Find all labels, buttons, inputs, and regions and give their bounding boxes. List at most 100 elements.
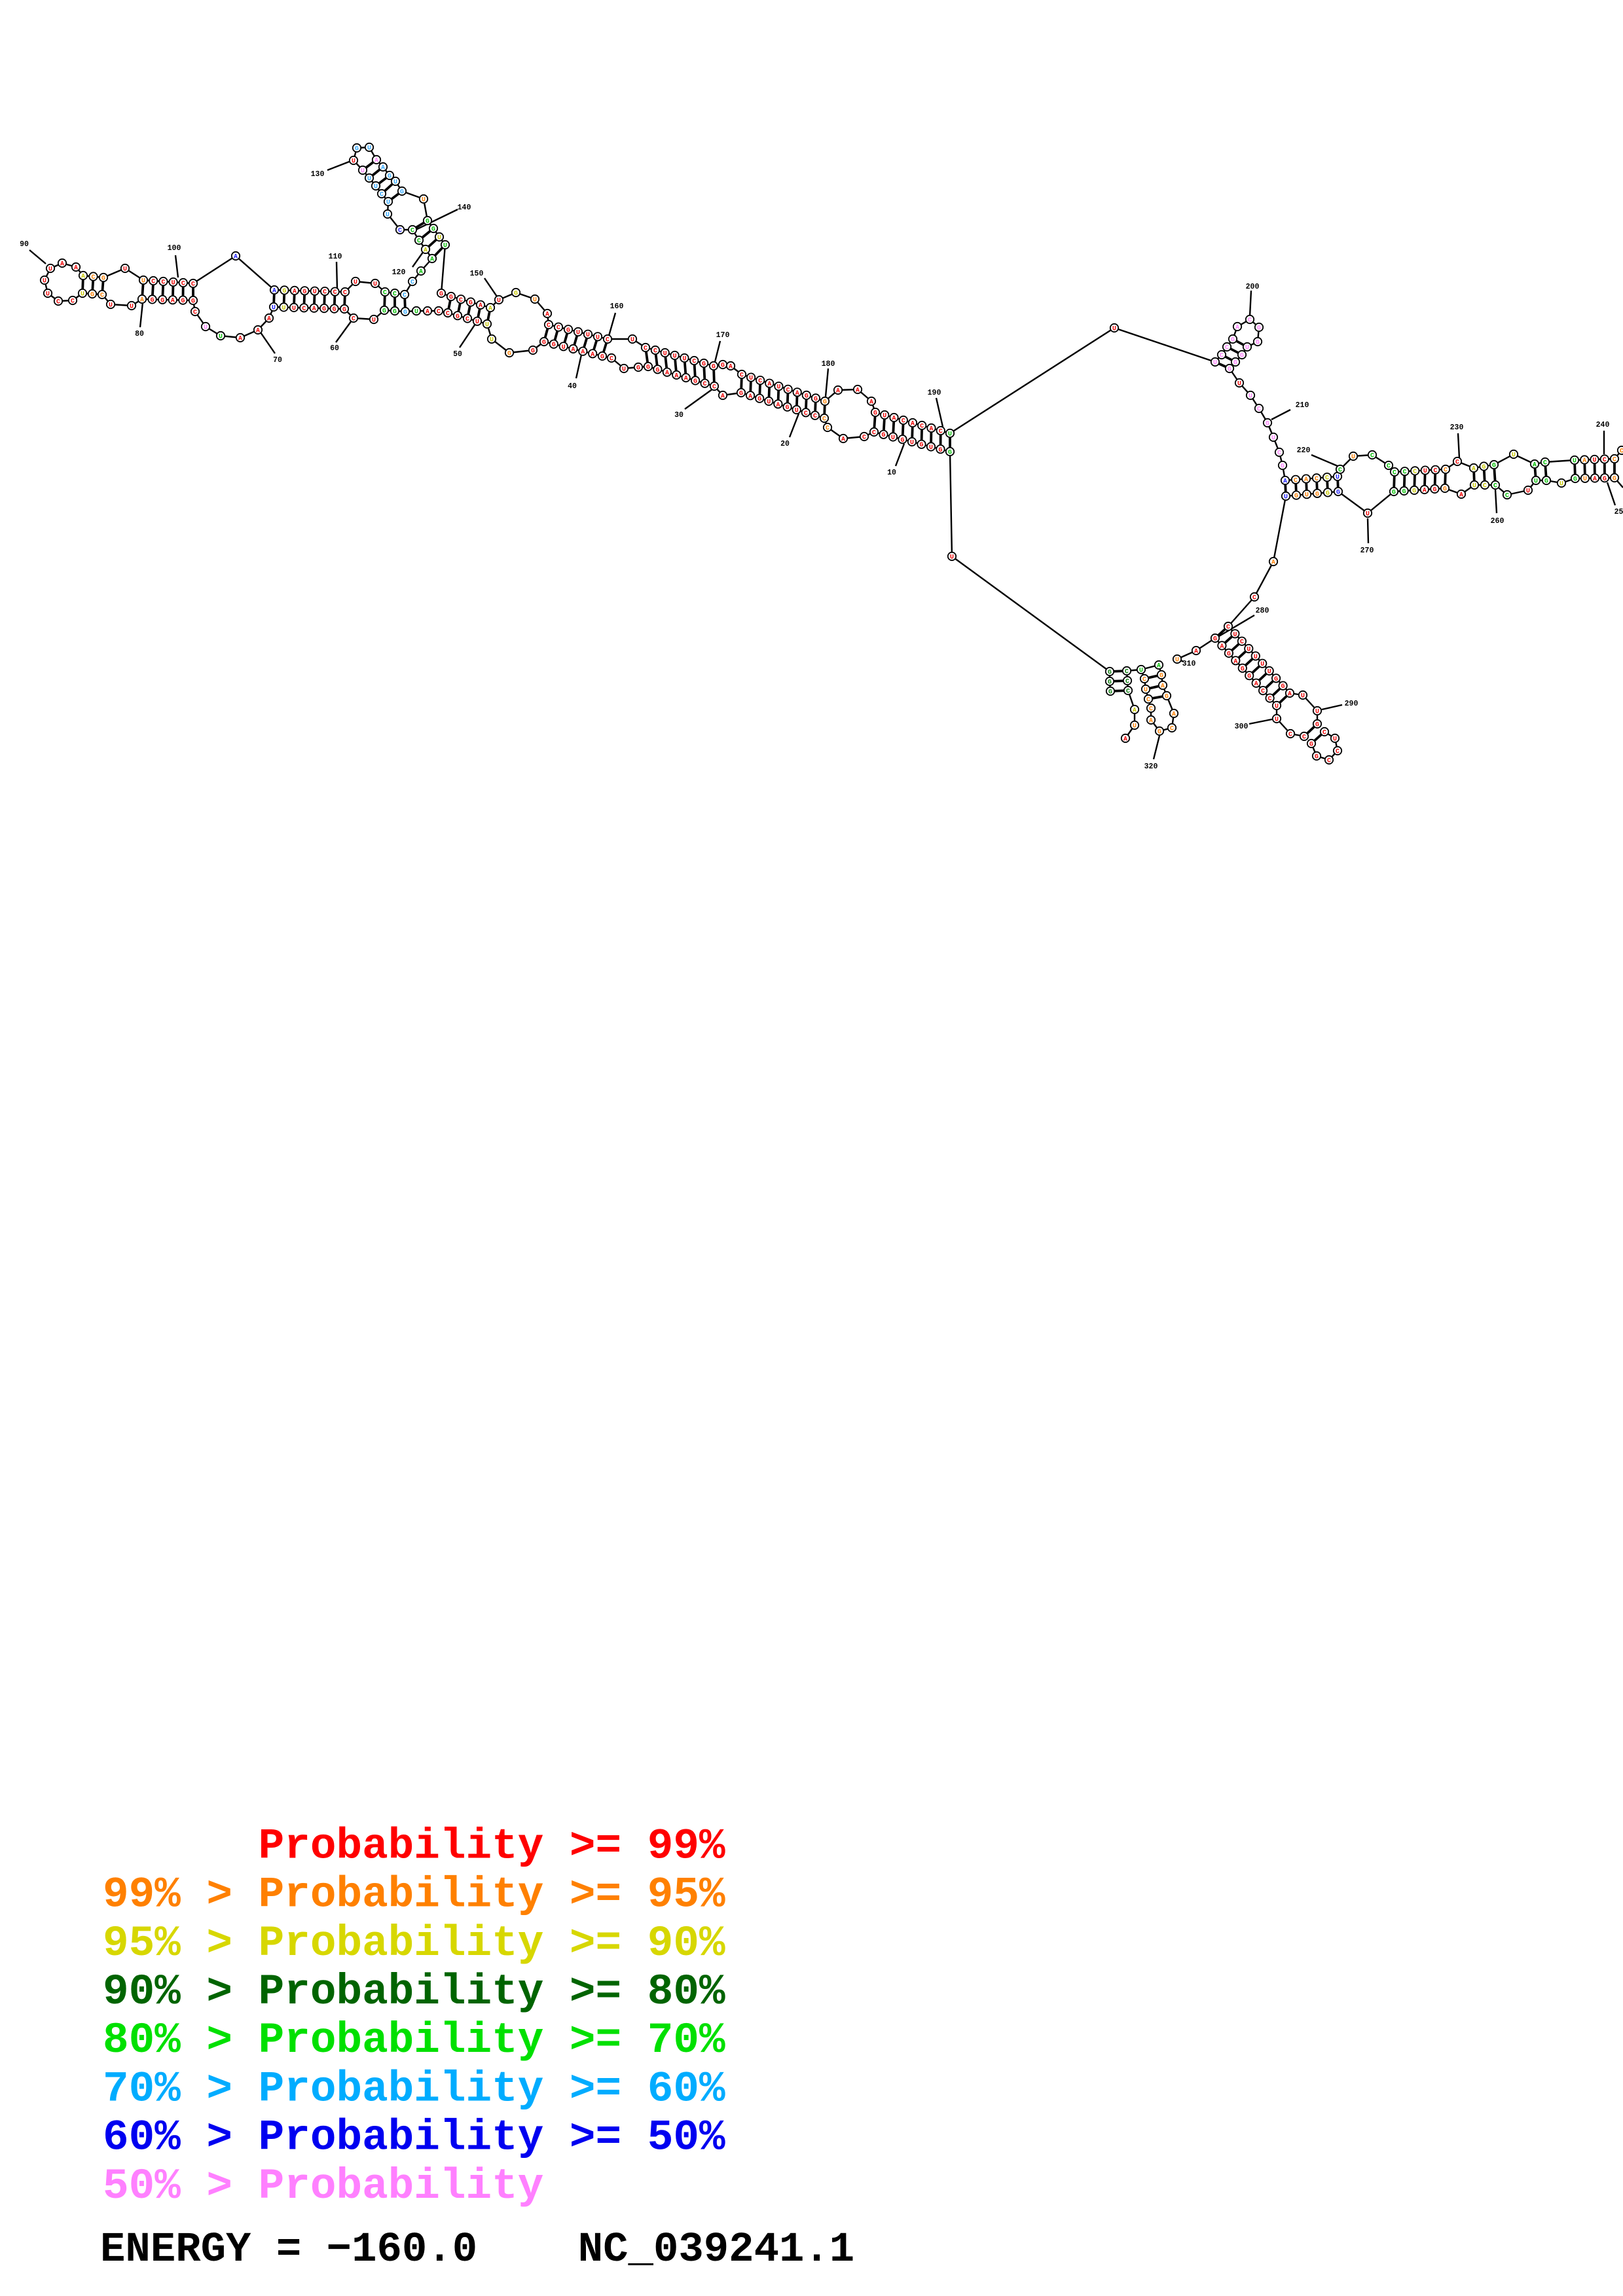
- svg-text:A: A: [60, 260, 64, 268]
- svg-text:G: G: [786, 404, 790, 411]
- svg-text:220: 220: [1297, 446, 1311, 455]
- svg-text:C: C: [902, 418, 905, 425]
- svg-text:80% > Probability >= 70%: 80% > Probability >= 70%: [103, 2016, 725, 2065]
- svg-text:A: A: [684, 375, 688, 382]
- svg-text:U: U: [891, 434, 895, 441]
- svg-text:G: G: [1165, 693, 1169, 700]
- svg-text:110: 110: [329, 253, 342, 261]
- svg-text:C: C: [1543, 459, 1547, 467]
- svg-text:U: U: [313, 288, 317, 295]
- svg-text:U: U: [1233, 631, 1237, 638]
- svg-text:C: C: [398, 227, 402, 234]
- svg-text:G: G: [1159, 672, 1163, 679]
- svg-text:C: C: [1277, 450, 1281, 457]
- svg-text:U: U: [123, 266, 127, 273]
- svg-text:A: A: [426, 308, 429, 315]
- svg-text:U: U: [1512, 452, 1516, 459]
- svg-text:20: 20: [780, 440, 790, 448]
- svg-text:G: G: [1228, 366, 1231, 373]
- svg-text:G: G: [1315, 721, 1319, 728]
- svg-text:A: A: [674, 372, 678, 379]
- svg-text:U: U: [352, 158, 356, 165]
- svg-text:U: U: [109, 302, 113, 309]
- svg-text:C: C: [703, 380, 707, 387]
- svg-text:C: C: [333, 289, 337, 296]
- svg-text:G: G: [507, 350, 511, 357]
- svg-text:C: C: [1483, 482, 1487, 490]
- svg-text:99% > Probability >= 95%: 99% > Probability >= 95%: [103, 1871, 725, 1920]
- svg-text:G: G: [1573, 476, 1577, 483]
- svg-text:A: A: [1271, 559, 1275, 566]
- svg-text:ENERGY = −160.0 NC_039241.1: ENERGY = −160.0 NC_039241.1: [100, 2227, 854, 2274]
- svg-text:C: C: [1220, 352, 1224, 359]
- svg-text:U: U: [204, 324, 208, 331]
- svg-text:270: 270: [1360, 547, 1374, 555]
- svg-text:100: 100: [168, 244, 181, 253]
- svg-text:G: G: [393, 308, 397, 315]
- svg-text:C: C: [1444, 467, 1448, 474]
- svg-text:A: A: [795, 389, 799, 397]
- svg-text:C: C: [644, 345, 647, 352]
- svg-text:G: G: [1613, 475, 1616, 482]
- svg-text:50% > Probability: 50% > Probability: [103, 2162, 543, 2211]
- svg-text:C: C: [71, 298, 75, 305]
- svg-text:260: 260: [1491, 517, 1504, 526]
- svg-text:U: U: [948, 431, 952, 438]
- svg-text:G: G: [160, 296, 164, 304]
- svg-text:A: A: [1533, 461, 1537, 469]
- svg-text:C: C: [692, 358, 696, 365]
- svg-text:A: A: [1472, 465, 1476, 473]
- svg-text:C: C: [1142, 676, 1146, 683]
- svg-text:C: C: [862, 434, 866, 441]
- svg-text:A: A: [1254, 680, 1258, 687]
- svg-text:U: U: [1333, 736, 1337, 743]
- svg-text:G: G: [431, 226, 435, 233]
- svg-text:U: U: [367, 175, 371, 183]
- svg-text:C: C: [1387, 463, 1391, 470]
- svg-text:G: G: [1315, 753, 1319, 761]
- svg-text:C: C: [383, 289, 387, 296]
- svg-text:C: C: [191, 281, 195, 288]
- svg-text:90: 90: [20, 240, 29, 249]
- svg-text:U: U: [1351, 454, 1355, 461]
- svg-text:U: U: [795, 407, 799, 414]
- svg-text:G: G: [1492, 462, 1496, 469]
- svg-text:160: 160: [610, 302, 624, 311]
- svg-text:200: 200: [1246, 283, 1260, 291]
- svg-text:G: G: [181, 297, 185, 304]
- svg-text:U: U: [414, 308, 418, 315]
- svg-text:C: C: [417, 238, 421, 245]
- svg-text:C: C: [822, 416, 826, 423]
- svg-text:U: U: [883, 412, 886, 420]
- svg-text:A: A: [272, 287, 276, 295]
- svg-text:A: A: [1283, 478, 1287, 485]
- svg-text:C: C: [193, 309, 197, 316]
- svg-text:300: 300: [1235, 723, 1249, 731]
- svg-text:U: U: [1583, 475, 1587, 482]
- svg-text:C: C: [1403, 469, 1407, 476]
- svg-text:G: G: [322, 306, 326, 313]
- svg-text:A: A: [488, 305, 492, 312]
- svg-text:C: C: [1146, 696, 1150, 704]
- svg-text:C: C: [465, 315, 469, 323]
- svg-text:U: U: [1534, 478, 1538, 485]
- svg-text:C: C: [939, 428, 943, 435]
- svg-text:G: G: [400, 188, 404, 196]
- svg-text:G: G: [403, 309, 407, 316]
- svg-text:95% > Probability >= 90%: 95% > Probability >= 90%: [103, 1919, 725, 1968]
- svg-text:G: G: [721, 362, 725, 369]
- svg-text:G: G: [1544, 478, 1548, 485]
- svg-text:U: U: [1275, 716, 1279, 723]
- svg-text:A: A: [841, 436, 845, 443]
- svg-text:G: G: [739, 390, 743, 397]
- svg-text:C: C: [1248, 317, 1252, 324]
- svg-text:U: U: [630, 336, 634, 344]
- svg-text:A: A: [293, 287, 297, 295]
- svg-text:290: 290: [1345, 700, 1359, 708]
- svg-text:30: 30: [674, 411, 684, 420]
- svg-text:G: G: [531, 348, 535, 355]
- svg-text:240: 240: [1596, 421, 1610, 429]
- svg-text:U: U: [562, 344, 566, 351]
- svg-text:G: G: [1309, 741, 1313, 748]
- svg-text:G: G: [1443, 486, 1447, 493]
